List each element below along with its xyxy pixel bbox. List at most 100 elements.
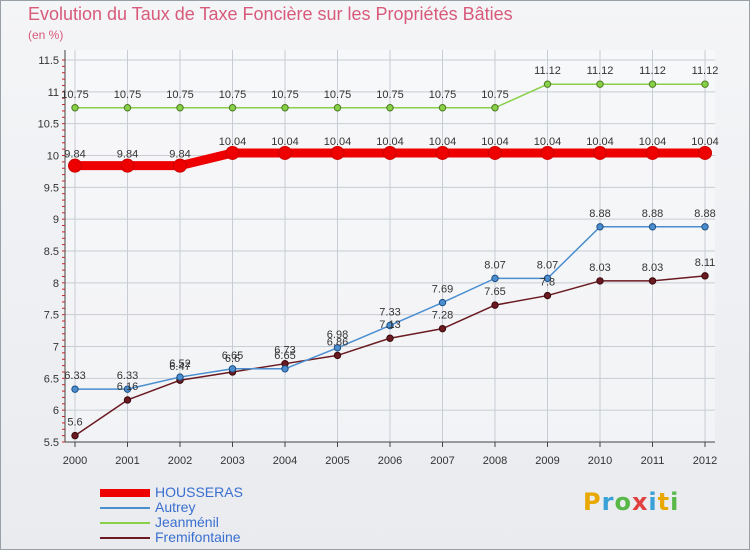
data-label: 9.84 [64, 149, 85, 161]
data-point [648, 223, 657, 231]
y-tick-label: 9.5 [44, 182, 59, 194]
x-tick-label: 2006 [378, 455, 402, 467]
data-point [333, 104, 342, 112]
data-point [278, 145, 292, 160]
data-point [386, 321, 394, 330]
data-point [593, 145, 607, 160]
data-point [701, 272, 709, 280]
legend-swatch [100, 522, 150, 524]
data-label: 6.6 [225, 353, 240, 365]
data-point [698, 145, 712, 160]
data-label: 7.13 [379, 319, 400, 331]
y-tick-label: 5.5 [44, 437, 59, 449]
chart-title: Evolution du Taux de Taxe Foncière sur l… [28, 4, 513, 24]
data-point [123, 396, 132, 404]
data-point [596, 223, 604, 231]
data-point [228, 104, 237, 112]
x-tick-label: 2003 [220, 455, 244, 467]
data-point [701, 80, 709, 88]
data-point [386, 104, 394, 112]
data-label: 11.12 [692, 65, 719, 77]
data-label: 6.47 [169, 361, 190, 373]
data-label: 10.04 [534, 136, 562, 148]
data-point [645, 145, 660, 160]
data-point [330, 145, 345, 160]
data-point [701, 223, 709, 231]
data-point [383, 145, 397, 160]
data-point [68, 158, 82, 173]
data-point [488, 145, 502, 160]
data-point [71, 431, 79, 440]
data-point [333, 351, 342, 360]
data-label: 10.75 [271, 89, 299, 101]
data-point [173, 158, 187, 173]
data-label: 8.07 [537, 259, 558, 271]
data-point [648, 277, 657, 285]
data-label: 6.65 [222, 350, 243, 362]
data-label: 6.16 [117, 381, 138, 393]
y-tick-label: 11.5 [38, 55, 59, 67]
x-tick-label: 2010 [588, 455, 612, 467]
data-label: 9.84 [169, 149, 190, 161]
data-label: 10.75 [481, 89, 509, 101]
x-tick-label: 2005 [325, 455, 349, 467]
y-tick-label: 11 [48, 87, 59, 99]
data-point [596, 80, 604, 88]
data-label: 10.75 [61, 89, 89, 101]
logo-letter: i [648, 488, 658, 516]
legend-label: Autrey [155, 499, 196, 515]
data-label: 7.33 [379, 306, 400, 318]
y-tick-label: 6.5 [44, 373, 59, 385]
data-point [71, 385, 79, 393]
data-label: 6.73 [274, 345, 295, 357]
x-tick-label: 2002 [168, 455, 192, 467]
data-label: 10.04 [324, 136, 352, 148]
x-tick-label: 2012 [693, 455, 717, 467]
data-point [543, 80, 552, 88]
data-label: 10.04 [639, 136, 667, 148]
data-label: 7.28 [432, 310, 453, 322]
x-tick-label: 2007 [430, 455, 454, 467]
data-label: 11.12 [639, 65, 666, 77]
legend-swatch [100, 507, 150, 509]
data-point [435, 145, 450, 160]
logo-letter: r [601, 488, 615, 516]
y-tick-label: 7 [53, 342, 59, 354]
data-point [540, 145, 555, 160]
proxiti-logo: Proxiti [583, 488, 679, 516]
data-label: 8.11 [695, 257, 716, 269]
logo-letter: t [657, 488, 671, 516]
y-tick-label: 7.5 [44, 310, 59, 322]
x-tick-label: 2011 [641, 455, 665, 467]
data-label: 7.8 [540, 277, 555, 289]
data-label: 10.75 [324, 89, 352, 101]
chart-subtitle: (en %) [28, 28, 64, 42]
data-point [225, 145, 240, 160]
data-label: 8.03 [642, 262, 663, 274]
data-label: 10.75 [429, 89, 457, 101]
data-label: 6.98 [327, 329, 348, 341]
logo-letter: o [614, 488, 632, 516]
data-point [71, 104, 79, 112]
data-point [491, 274, 499, 283]
y-tick-label: 10.5 [38, 119, 59, 131]
data-label: 8.88 [589, 208, 610, 220]
data-label: 10.75 [376, 89, 404, 101]
logo-letter: x [631, 488, 649, 516]
x-tick-label: 2004 [273, 455, 297, 467]
data-point [491, 301, 499, 309]
data-point [648, 80, 657, 88]
data-label: 10.04 [691, 136, 719, 148]
data-label: 10.04 [271, 136, 299, 148]
data-point [281, 365, 289, 373]
data-label: 10.75 [166, 89, 194, 101]
legend-label: Fremifontaine [155, 529, 241, 545]
data-point [228, 365, 237, 373]
legend-swatch [100, 489, 150, 497]
x-tick-label: 2000 [63, 455, 87, 467]
data-point [333, 344, 342, 352]
data-label: 8.88 [694, 208, 715, 220]
y-tick-label: 6 [53, 405, 59, 417]
data-label: 10.04 [219, 136, 247, 148]
